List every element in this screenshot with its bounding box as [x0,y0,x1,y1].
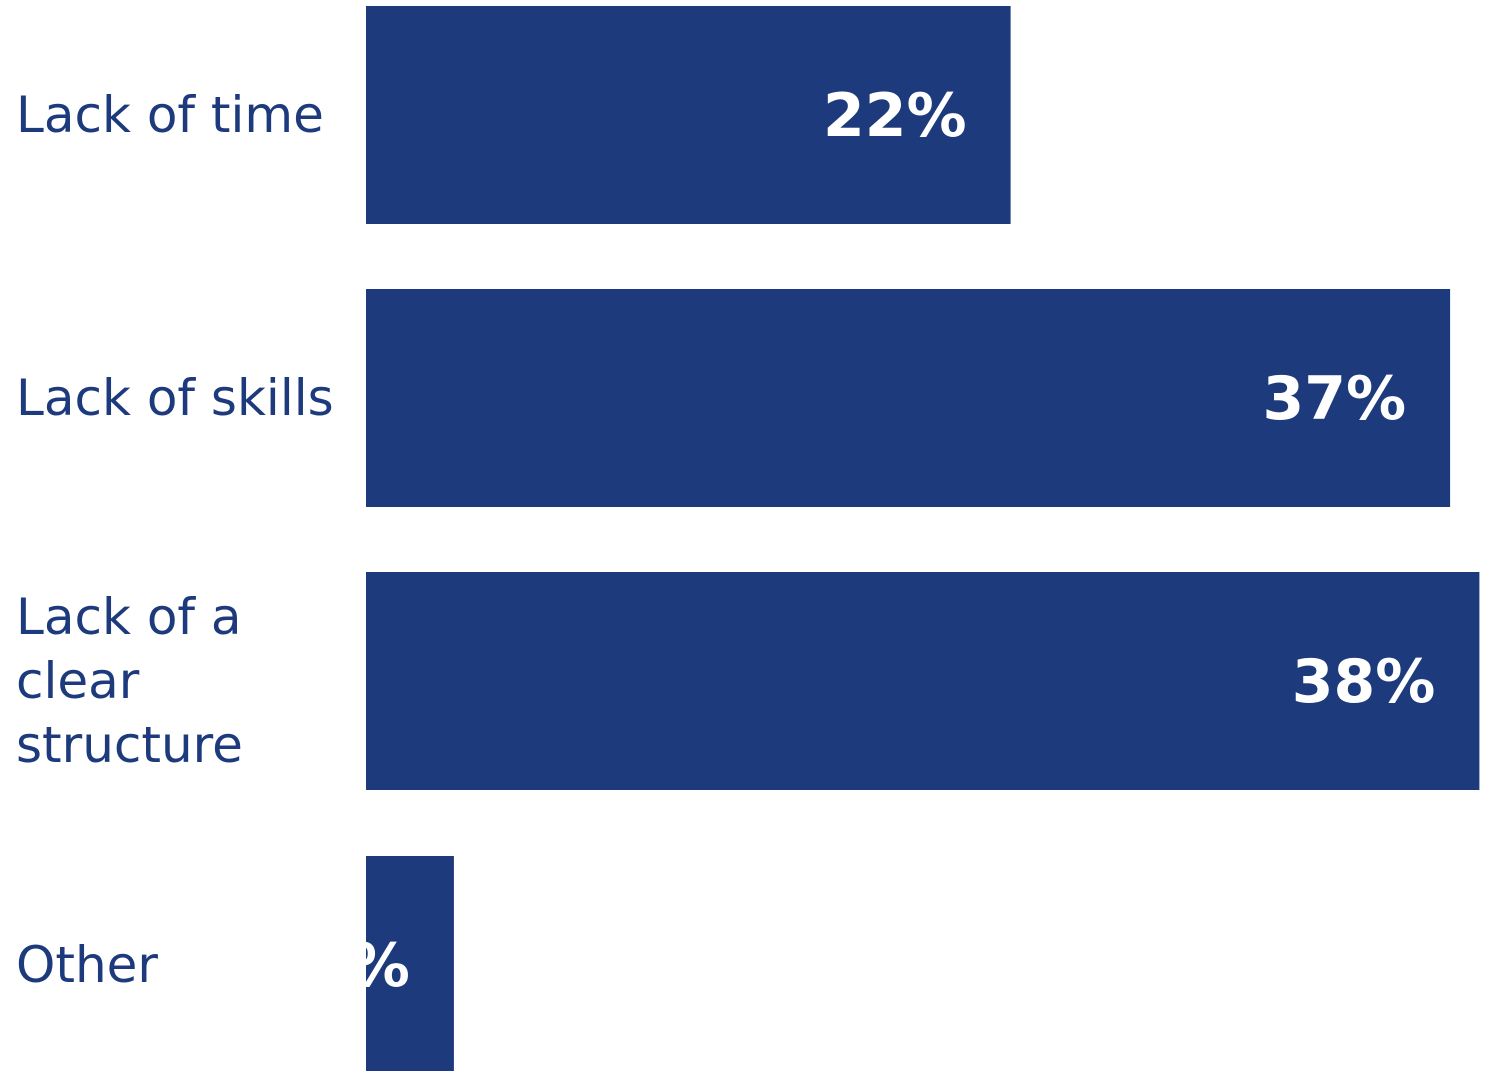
category-label-2-line-0: Lack of a [16,588,242,646]
bar-3 [366,856,454,1071]
category-label-0-line-0: Lack of time [16,86,324,144]
bar-2 [366,572,1480,790]
value-label-2: 38% [1292,647,1436,717]
value-label-1: 37% [1262,364,1406,434]
category-label-1: Lack of skills [16,369,334,427]
category-label-3: Other [16,936,158,994]
category-labels-group: Lack of time Lack of skills Lack of a clear… [16,86,334,994]
category-label-1-line-0: Lack of skills [16,369,334,427]
bar-0 [366,6,1011,224]
value-label-3: 3% [308,931,410,1001]
category-label-0: Lack of time [16,86,324,144]
bar-1 [366,289,1451,507]
value-label-0: 22% [823,81,967,151]
category-label-2-line-1: clear [16,652,140,710]
category-label-2-line-2: structure [16,716,243,774]
category-label-3-line-0: Other [16,936,158,994]
category-label-2: Lack of a clear structure [16,588,243,774]
bars-group [366,6,1480,1071]
value-labels-group: 22% 37% 38% 3% [308,81,1435,1001]
